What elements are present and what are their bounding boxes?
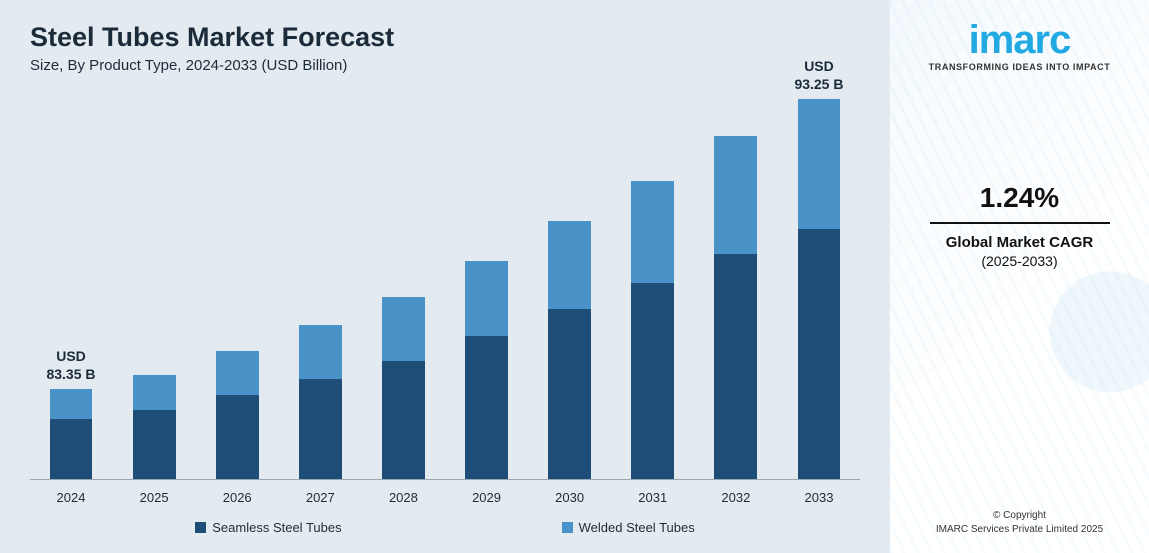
bar-seg-seamless [299, 379, 342, 479]
legend: Seamless Steel Tubes Welded Steel Tubes [30, 520, 860, 535]
legend-swatch [562, 522, 573, 533]
bar-seg-seamless [465, 336, 508, 479]
x-axis-label: 2024 [34, 490, 108, 505]
x-axis-label: 2027 [283, 490, 357, 505]
bar-seg-seamless [216, 395, 259, 479]
bar-slot [533, 221, 607, 479]
bar-slot [616, 181, 690, 479]
legend-swatch [195, 522, 206, 533]
bar-slot: USD83.35 B [34, 389, 108, 479]
x-axis-label: 2025 [117, 490, 191, 505]
cagr-period: (2025-2033) [930, 253, 1110, 269]
bar-seg-welded [382, 297, 425, 361]
bar-stack [465, 261, 508, 479]
bar-stack [798, 99, 841, 479]
bar-stack [216, 351, 259, 479]
legend-label: Seamless Steel Tubes [212, 520, 341, 535]
x-axis-label: 2031 [616, 490, 690, 505]
bar-seg-seamless [714, 254, 757, 479]
bar-seg-welded [548, 221, 591, 309]
bar-seg-seamless [50, 419, 93, 479]
bar-stack [548, 221, 591, 479]
x-axis-label: 2028 [366, 490, 440, 505]
legend-item: Seamless Steel Tubes [195, 520, 341, 535]
bar-seg-welded [465, 261, 508, 336]
logo-wordmark: imarc [929, 20, 1111, 60]
chart-subtitle: Size, By Product Type, 2024-2033 (USD Bi… [30, 57, 860, 74]
x-axis-label: 2026 [200, 490, 274, 505]
bar-slot [366, 297, 440, 479]
bar-seg-seamless [798, 229, 841, 479]
bar-seg-welded [50, 389, 93, 419]
bar-slot [450, 261, 524, 479]
bar-stack [631, 181, 674, 479]
logo-tagline: TRANSFORMING IDEAS INTO IMPACT [929, 62, 1111, 72]
bar-seg-seamless [382, 361, 425, 479]
x-axis-label: 2030 [533, 490, 607, 505]
side-panel-bg [890, 0, 1149, 553]
bar-slot [117, 375, 191, 479]
bar-slot: USD93.25 B [782, 99, 856, 479]
logo: imarc TRANSFORMING IDEAS INTO IMPACT [929, 20, 1111, 72]
bar-seg-welded [216, 351, 259, 395]
bar-callout: USD83.35 B [26, 348, 116, 383]
cagr-block: 1.24% Global Market CAGR (2025-2033) [930, 182, 1110, 269]
bar-seg-welded [631, 181, 674, 283]
legend-item: Welded Steel Tubes [562, 520, 695, 535]
bar-seg-welded [133, 375, 176, 410]
bar-stack [382, 297, 425, 479]
bar-seg-welded [714, 136, 757, 254]
bar-seg-welded [299, 325, 342, 379]
cagr-label: Global Market CAGR [930, 234, 1110, 251]
bar-seg-welded [798, 99, 841, 229]
legend-label: Welded Steel Tubes [579, 520, 695, 535]
bar-stack [299, 325, 342, 479]
copyright: © Copyright IMARC Services Private Limit… [890, 509, 1149, 537]
bar-stack [714, 136, 757, 479]
plot-area: USD83.35 B USD93.25 B [30, 84, 860, 480]
x-axis-label: 2029 [450, 490, 524, 505]
bar-callout: USD93.25 B [774, 58, 864, 93]
copyright-line1: © Copyright [890, 509, 1149, 523]
plot-wrap: USD83.35 BUSD93.25 B 2024202520262027202… [30, 84, 860, 535]
x-axis-label: 2033 [782, 490, 856, 505]
bar-slot [283, 325, 357, 479]
chart-title: Steel Tubes Market Forecast [30, 22, 860, 53]
side-panel: imarc TRANSFORMING IDEAS INTO IMPACT 1.2… [890, 0, 1149, 553]
logo-text: imarc [969, 18, 1071, 62]
bar-seg-seamless [631, 283, 674, 479]
bar-stack [133, 375, 176, 479]
bar-slot [699, 136, 773, 479]
bar-stack [50, 389, 93, 479]
x-axis-label: 2032 [699, 490, 773, 505]
copyright-line2: IMARC Services Private Limited 2025 [890, 523, 1149, 537]
cagr-divider [930, 222, 1110, 224]
bar-slot [200, 351, 274, 479]
bar-seg-seamless [548, 309, 591, 479]
chart-panel: Steel Tubes Market Forecast Size, By Pro… [0, 0, 890, 553]
bar-seg-seamless [133, 410, 176, 479]
x-axis-labels: 2024 2025 2026 2027 2028 2029 2030 2031 2032 2033 [30, 490, 860, 505]
cagr-value: 1.24% [930, 182, 1110, 214]
